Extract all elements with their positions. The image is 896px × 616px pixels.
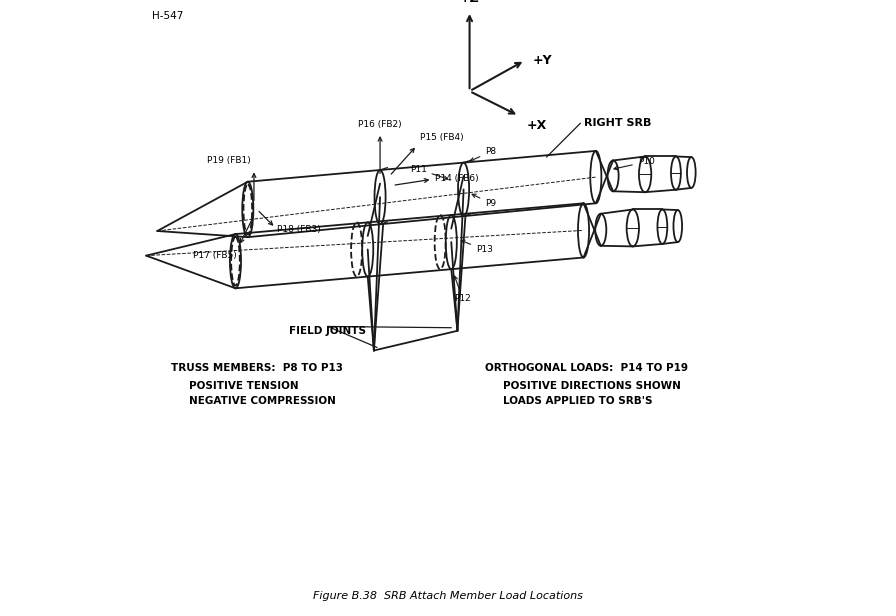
- Text: Figure B.38  SRB Attach Member Load Locations: Figure B.38 SRB Attach Member Load Locat…: [313, 591, 583, 601]
- Ellipse shape: [687, 157, 695, 188]
- Ellipse shape: [658, 209, 668, 244]
- Text: P8: P8: [470, 147, 496, 161]
- Text: P19 (FB1): P19 (FB1): [207, 156, 251, 165]
- Text: P9: P9: [472, 194, 496, 208]
- Ellipse shape: [626, 209, 639, 246]
- Ellipse shape: [671, 156, 681, 190]
- Text: RIGHT SRB: RIGHT SRB: [583, 118, 650, 128]
- Text: P16 (FB2): P16 (FB2): [358, 120, 402, 129]
- Text: TRUSS MEMBERS:  P8 TO P13: TRUSS MEMBERS: P8 TO P13: [171, 363, 343, 373]
- Ellipse shape: [607, 160, 618, 191]
- Ellipse shape: [639, 156, 651, 192]
- Text: FIELD JOINTS: FIELD JOINTS: [289, 326, 366, 336]
- Text: LOADS APPLIED TO SRB'S: LOADS APPLIED TO SRB'S: [504, 396, 653, 406]
- Text: P17 (FB5): P17 (FB5): [193, 251, 237, 260]
- Text: P12: P12: [454, 276, 471, 303]
- Text: H-547: H-547: [152, 11, 184, 21]
- Text: ORTHOGONAL LOADS:  P14 TO P19: ORTHOGONAL LOADS: P14 TO P19: [485, 363, 688, 373]
- Text: P15 (FB4): P15 (FB4): [420, 133, 464, 142]
- Text: P13: P13: [461, 240, 493, 254]
- Text: POSITIVE TENSION: POSITIVE TENSION: [189, 381, 299, 391]
- Text: POSITIVE DIRECTIONS SHOWN: POSITIVE DIRECTIONS SHOWN: [504, 381, 681, 391]
- Ellipse shape: [595, 214, 607, 246]
- Text: P18 (FB3): P18 (FB3): [278, 225, 321, 234]
- Text: +X: +X: [526, 119, 547, 132]
- Text: P14 (FB6): P14 (FB6): [435, 174, 479, 182]
- Ellipse shape: [674, 210, 682, 242]
- Text: +Z: +Z: [460, 0, 479, 5]
- Text: P11: P11: [409, 164, 447, 179]
- Text: P10: P10: [614, 157, 655, 170]
- Text: +Y: +Y: [532, 54, 552, 67]
- Text: NEGATIVE COMPRESSION: NEGATIVE COMPRESSION: [189, 396, 336, 406]
